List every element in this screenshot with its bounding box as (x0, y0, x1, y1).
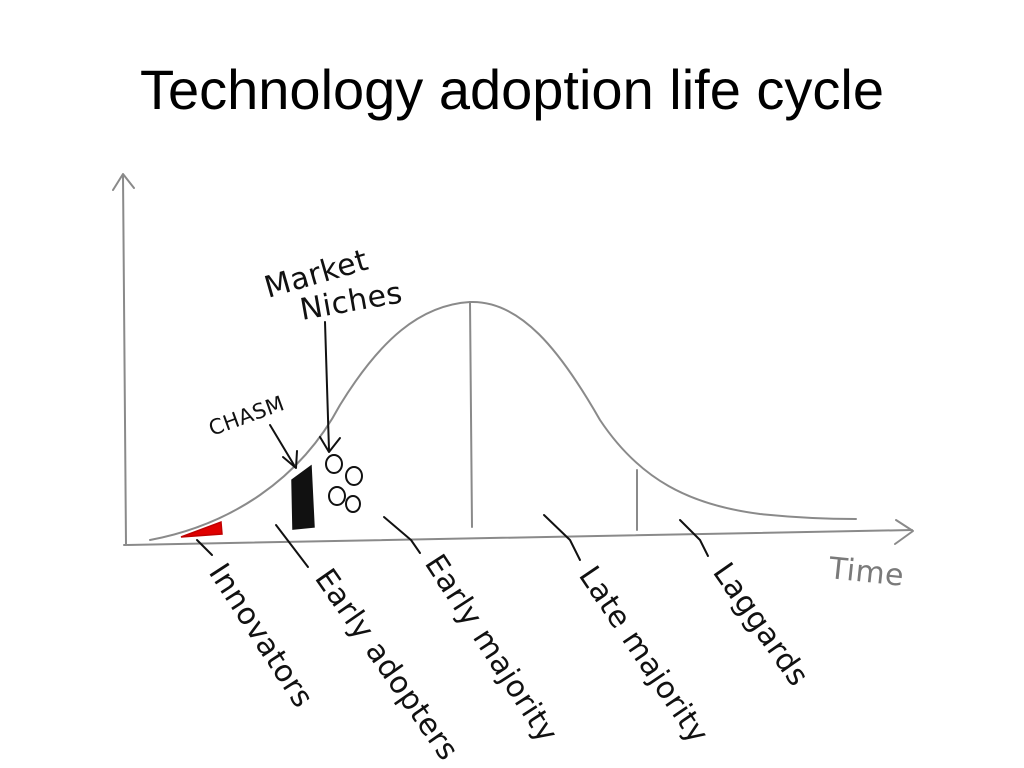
chasm-arrowhead (282, 450, 298, 469)
y-axis-arrowhead (112, 173, 135, 191)
divider-early-late (469, 301, 473, 528)
y-axis (122, 174, 127, 546)
slide-title: Technology adoption life cycle (139, 58, 885, 121)
innovators-leader (196, 539, 213, 556)
laggards-leader (679, 519, 709, 557)
x-axis-arrowhead (894, 519, 914, 545)
market-niches-arrowhead (319, 436, 341, 453)
segment-label-innovators: Innovators (201, 557, 320, 714)
market-niches-arrow (324, 321, 330, 451)
innovators-fill (180, 520, 223, 538)
x-axis-label: Time (826, 551, 906, 594)
early-adopters-leader (275, 524, 309, 568)
late-majority-leader (543, 514, 581, 561)
segment-label-late-majority: Late majority (571, 560, 715, 750)
niche-circle (345, 466, 363, 486)
x-axis (123, 529, 913, 546)
chasm-arrow (269, 424, 295, 466)
bell-curve (149, 300, 857, 541)
chasm-block (291, 464, 315, 530)
segment-label-laggards: Laggards (705, 557, 815, 693)
early-majority-leader (383, 516, 421, 554)
niche-circle (345, 495, 361, 513)
niche-circle (325, 454, 343, 474)
niche-circle (328, 486, 346, 506)
